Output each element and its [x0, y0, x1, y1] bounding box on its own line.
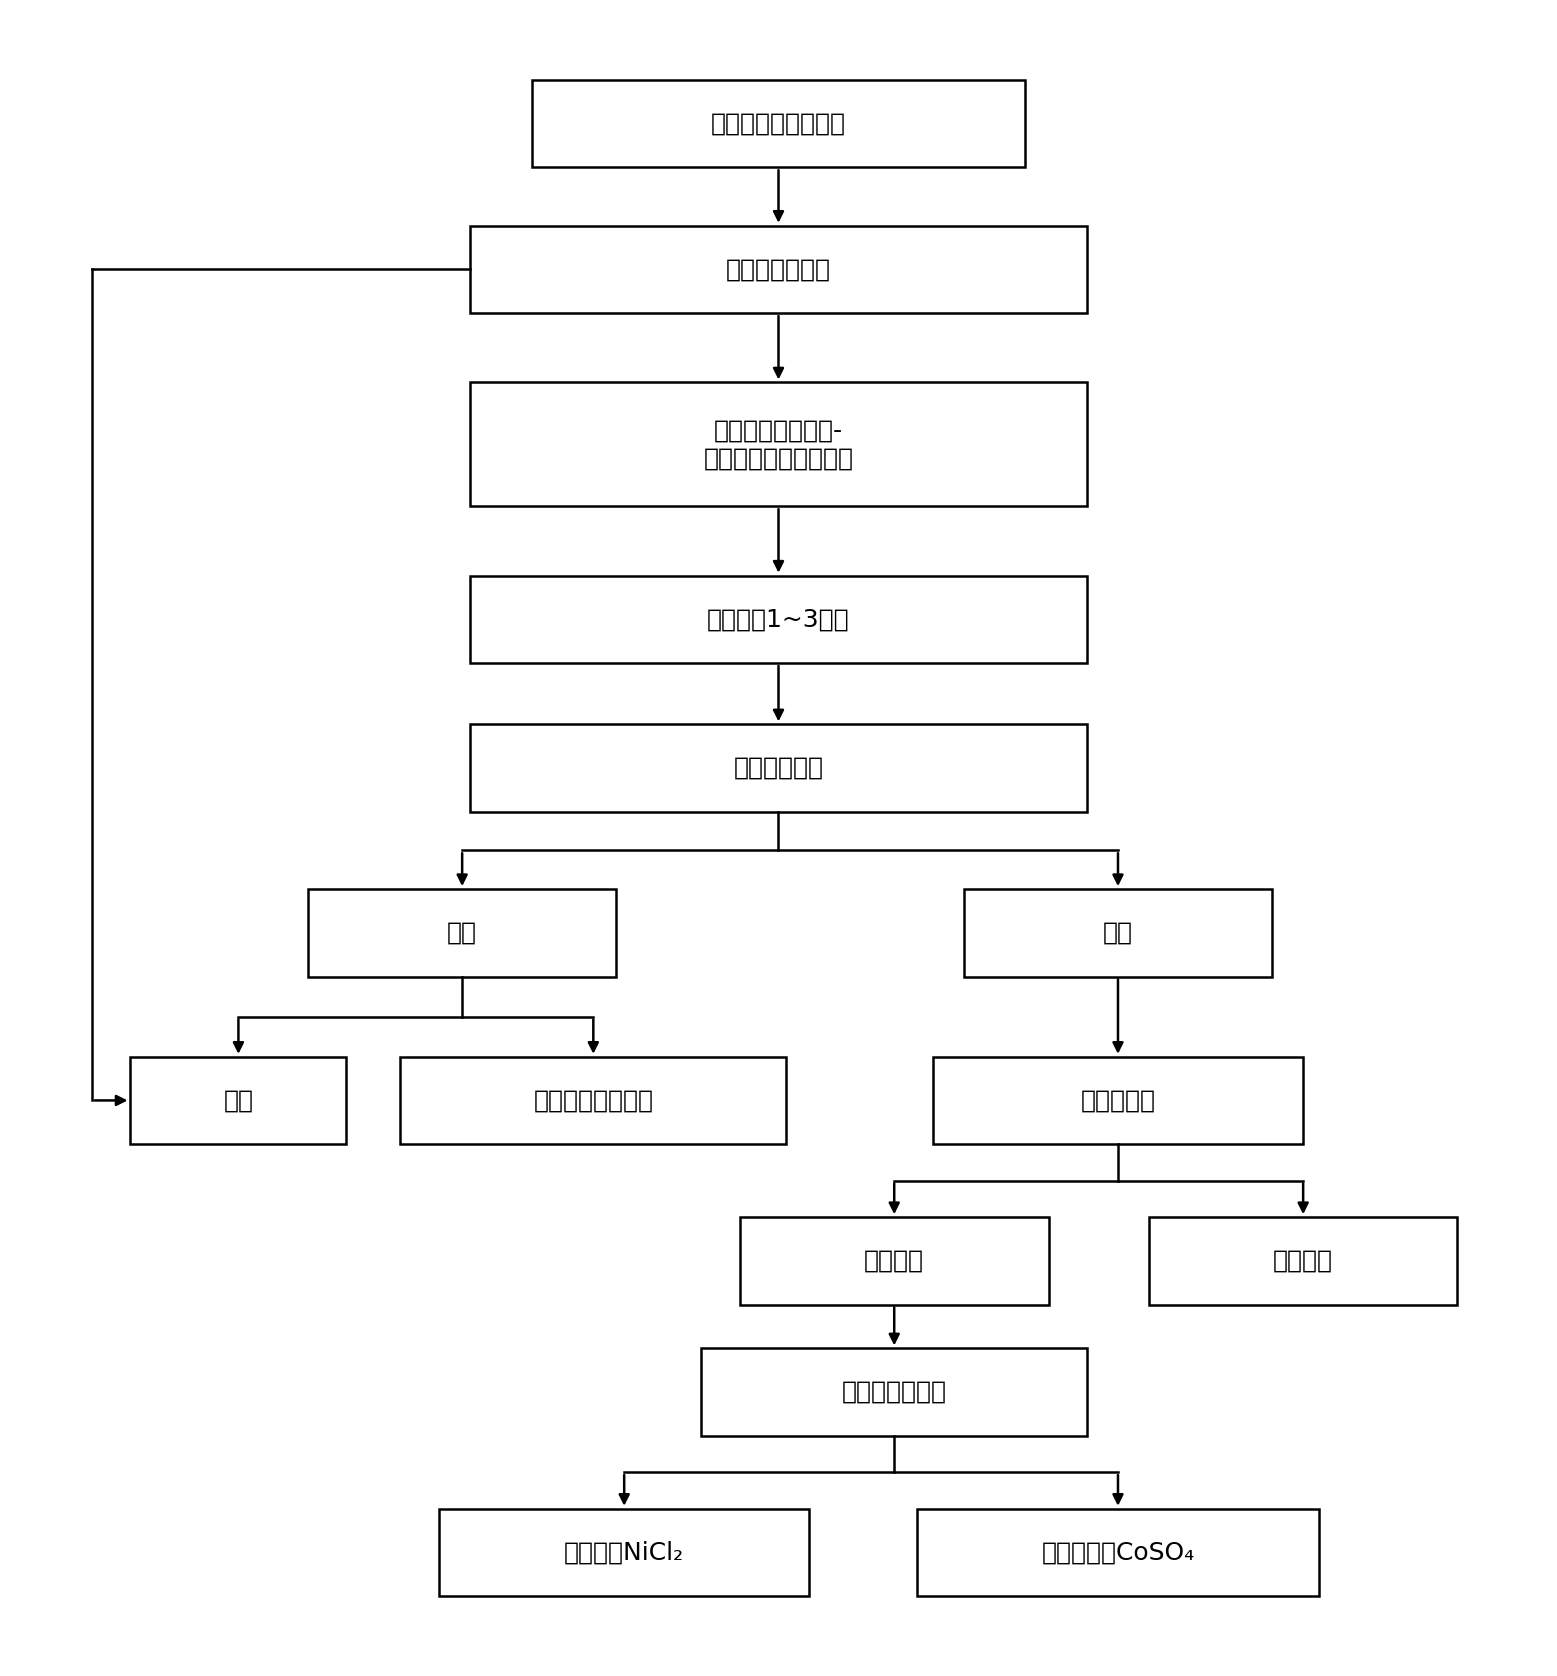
- Text: 滤渣: 滤渣: [447, 920, 476, 945]
- Bar: [131, 1056, 346, 1145]
- Text: 含铁滤渣: 含铁滤渣: [1274, 1249, 1333, 1272]
- Bar: [933, 1056, 1303, 1145]
- Text: 有机反萃为CoSO₄: 有机反萃为CoSO₄: [1042, 1540, 1194, 1564]
- Text: 萃余液为NiCl₂: 萃余液为NiCl₂: [564, 1540, 684, 1564]
- Text: 投入水中，搅拌: 投入水中，搅拌: [726, 258, 831, 282]
- Bar: [400, 1056, 786, 1145]
- Bar: [917, 1508, 1319, 1596]
- Text: 除铁滤液: 除铁滤液: [864, 1249, 925, 1272]
- Bar: [439, 1508, 810, 1596]
- Text: 中和法除铁: 中和法除铁: [1081, 1088, 1155, 1113]
- Text: 含钼原料返回生产: 含钼原料返回生产: [534, 1088, 654, 1113]
- Bar: [964, 888, 1272, 977]
- Text: 搅拌反应1~3小时: 搅拌反应1~3小时: [707, 607, 850, 632]
- Bar: [701, 1348, 1087, 1436]
- Bar: [531, 80, 1026, 168]
- Bar: [470, 724, 1087, 811]
- Bar: [308, 888, 617, 977]
- Text: 加入浸出剂（盐酸-
固体铵盐）酸溶分离钼: 加入浸出剂（盐酸- 固体铵盐）酸溶分离钼: [704, 419, 853, 471]
- Bar: [1149, 1217, 1457, 1304]
- Text: 萃取分离钴和镍: 萃取分离钴和镍: [842, 1379, 947, 1404]
- Text: 取高品位钴镍钼废料: 取高品位钴镍钼废料: [712, 112, 845, 136]
- Bar: [740, 1217, 1048, 1304]
- Text: 洗水: 洗水: [223, 1088, 254, 1113]
- Bar: [470, 382, 1087, 506]
- Text: 抽滤分离固液: 抽滤分离固液: [733, 756, 824, 779]
- Bar: [470, 226, 1087, 313]
- Text: 滤液: 滤液: [1102, 920, 1133, 945]
- Bar: [470, 575, 1087, 664]
